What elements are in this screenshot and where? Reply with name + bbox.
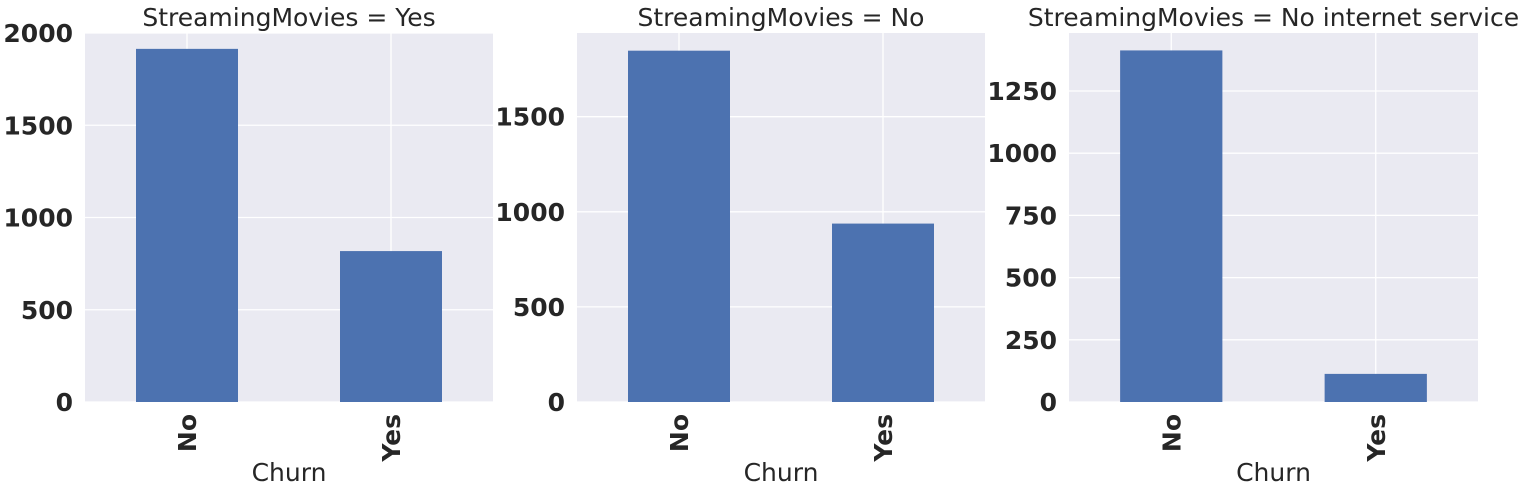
bar-yes	[1324, 373, 1427, 402]
chart-panel-3: 0 250 500 750 1000 1250 No Yes Churn StreamingMov…	[987, 3, 1519, 487]
y-tick-label: 500	[1005, 264, 1057, 293]
y-tick-label: 1500	[3, 111, 73, 140]
bar-no	[628, 50, 730, 402]
x-tick-label: Yes	[1362, 414, 1391, 463]
y-tick-label: 0	[548, 388, 565, 417]
chart-title: StreamingMovies = No	[638, 3, 925, 32]
y-tick-label: 2000	[3, 19, 73, 48]
bar-yes	[340, 251, 442, 402]
chart-panel-1: 0 500 1000 1500 2000 No Yes Churn StreamingMovie…	[3, 3, 493, 487]
x-tick-label: No	[173, 414, 202, 452]
chart-title: StreamingMovies = No internet service	[1028, 3, 1519, 32]
y-tick-label: 250	[1005, 326, 1057, 355]
x-axis-label: Churn	[744, 458, 819, 487]
y-tick-label: 1000	[3, 204, 73, 233]
y-tick-label: 0	[56, 388, 73, 417]
x-tick-label: No	[1157, 414, 1186, 452]
chart-panel-2: 0 500 1000 1500 No Yes Churn StreamingMovies = …	[495, 3, 985, 487]
bar-yes	[832, 223, 934, 402]
y-tick-label: 1500	[495, 103, 565, 132]
bar-no	[1120, 50, 1223, 403]
chart-title: StreamingMovies = Yes	[142, 3, 435, 32]
x-axis-label: Churn	[252, 458, 327, 487]
y-tick-label: 500	[21, 296, 73, 325]
y-tick-label: 1000	[495, 198, 565, 227]
x-tick-label: Yes	[377, 414, 406, 463]
y-tick-label: 1250	[987, 77, 1057, 106]
x-tick-label: No	[665, 414, 694, 452]
x-tick-label: Yes	[869, 414, 898, 463]
x-axis-label: Churn	[1236, 458, 1311, 487]
bar-no	[136, 48, 238, 402]
y-tick-label: 500	[513, 293, 565, 322]
y-tick-label: 1000	[987, 139, 1057, 168]
y-tick-label: 0	[1040, 388, 1057, 417]
y-tick-label: 750	[1005, 201, 1057, 230]
